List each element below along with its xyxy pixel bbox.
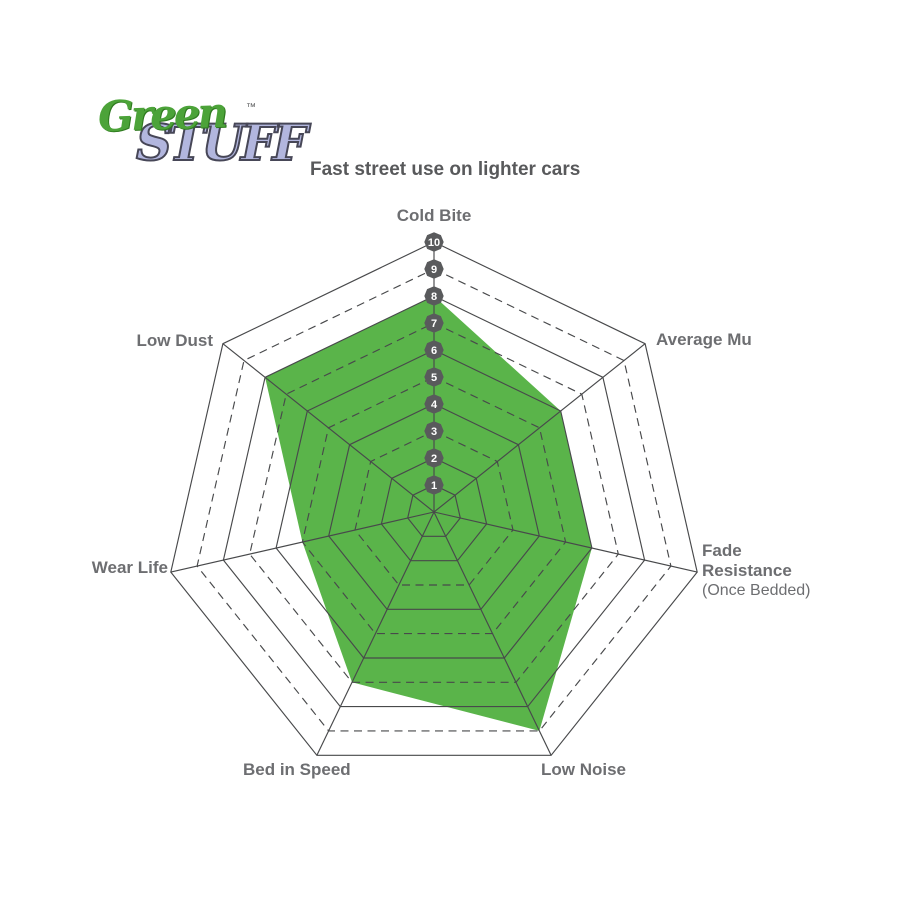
axis-label-bed-in-speed: Bed in Speed xyxy=(243,760,351,779)
scale-badge-octagon xyxy=(424,232,444,252)
axis-label-low-noise: Low Noise xyxy=(541,760,627,779)
scale-badge-octagon xyxy=(424,286,444,306)
grid-ring-9 xyxy=(196,268,672,732)
fade-label-line2: Resistance xyxy=(702,561,792,580)
scale-badge-number: 10 xyxy=(428,237,440,249)
fade-label-line3: (Once Bedded) xyxy=(702,582,811,599)
grid-ring-3 xyxy=(354,430,514,586)
scale-badge-octagon xyxy=(424,421,444,441)
scale-badge-number: 3 xyxy=(431,426,437,438)
grid-ring-7 xyxy=(249,322,619,683)
axis-spoke-6 xyxy=(222,343,435,513)
scale-badge-octagon xyxy=(424,367,444,387)
scale-badge-octagon xyxy=(424,394,444,414)
grid-ring-8 xyxy=(222,295,646,708)
greenstuff-logo: Green Stuff ™ xyxy=(96,87,309,199)
chart-title: Fast street use on lighter cars xyxy=(310,159,581,180)
scale-badge-octagon xyxy=(424,448,444,468)
grid-ring-4 xyxy=(328,403,540,610)
scale-badge-4: 4 xyxy=(424,394,444,414)
scale-badge-octagon xyxy=(424,340,444,360)
grid-ring-10 xyxy=(170,241,698,756)
logo-word-stuff: Stuff xyxy=(135,113,309,172)
axis-spoke-5 xyxy=(170,511,435,573)
grid-ring-5 xyxy=(301,376,567,635)
scale-badge-3: 3 xyxy=(424,421,444,441)
grid-ring-1 xyxy=(407,484,461,537)
axis-spoke-1 xyxy=(433,343,646,513)
scale-badge-octagon xyxy=(424,259,444,279)
scale-badge-octagon xyxy=(424,313,444,333)
axis-label-fade-resistance: Fade Resistance (Once Bedded) xyxy=(702,541,811,601)
scale-badge-6: 6 xyxy=(424,340,444,360)
scale-badge-9: 9 xyxy=(424,259,444,279)
scale-badge-number: 4 xyxy=(431,399,438,411)
fade-label-line1: Fade xyxy=(702,541,742,560)
scale-badge-1: 1 xyxy=(424,475,444,495)
grid-ring-2 xyxy=(380,457,488,562)
scale-badge-number: 2 xyxy=(431,453,437,465)
scale-badge-number: 7 xyxy=(431,318,437,330)
axis-spoke-4 xyxy=(316,511,435,756)
trademark-symbol: ™ xyxy=(246,102,256,113)
axis-label-low-dust: Low Dust xyxy=(136,331,214,350)
scale-badge-number: 6 xyxy=(431,345,437,357)
axis-spoke-2 xyxy=(433,511,698,573)
scale-badge-5: 5 xyxy=(424,367,444,387)
scale-badge-2: 2 xyxy=(424,448,444,468)
scale-badge-octagon xyxy=(424,475,444,495)
axis-label-cold-bite: Cold Bite xyxy=(396,206,472,225)
axis-label-wear-life: Wear Life xyxy=(91,558,168,577)
grid-ring-6 xyxy=(275,349,593,659)
scale-badge-number: 8 xyxy=(431,291,437,303)
scale-badge-7: 7 xyxy=(424,313,444,333)
scale-badge-10: 10 xyxy=(424,232,444,252)
scale-badge-number: 5 xyxy=(431,372,437,384)
scale-badge-number: 1 xyxy=(431,480,437,492)
logo-word-green: Green xyxy=(97,87,226,142)
axis-label-average-mu: Average Mu xyxy=(656,330,752,349)
scale-badge-8: 8 xyxy=(424,286,444,306)
axis-spoke-3 xyxy=(433,511,552,756)
scale-badge-number: 9 xyxy=(431,264,437,276)
